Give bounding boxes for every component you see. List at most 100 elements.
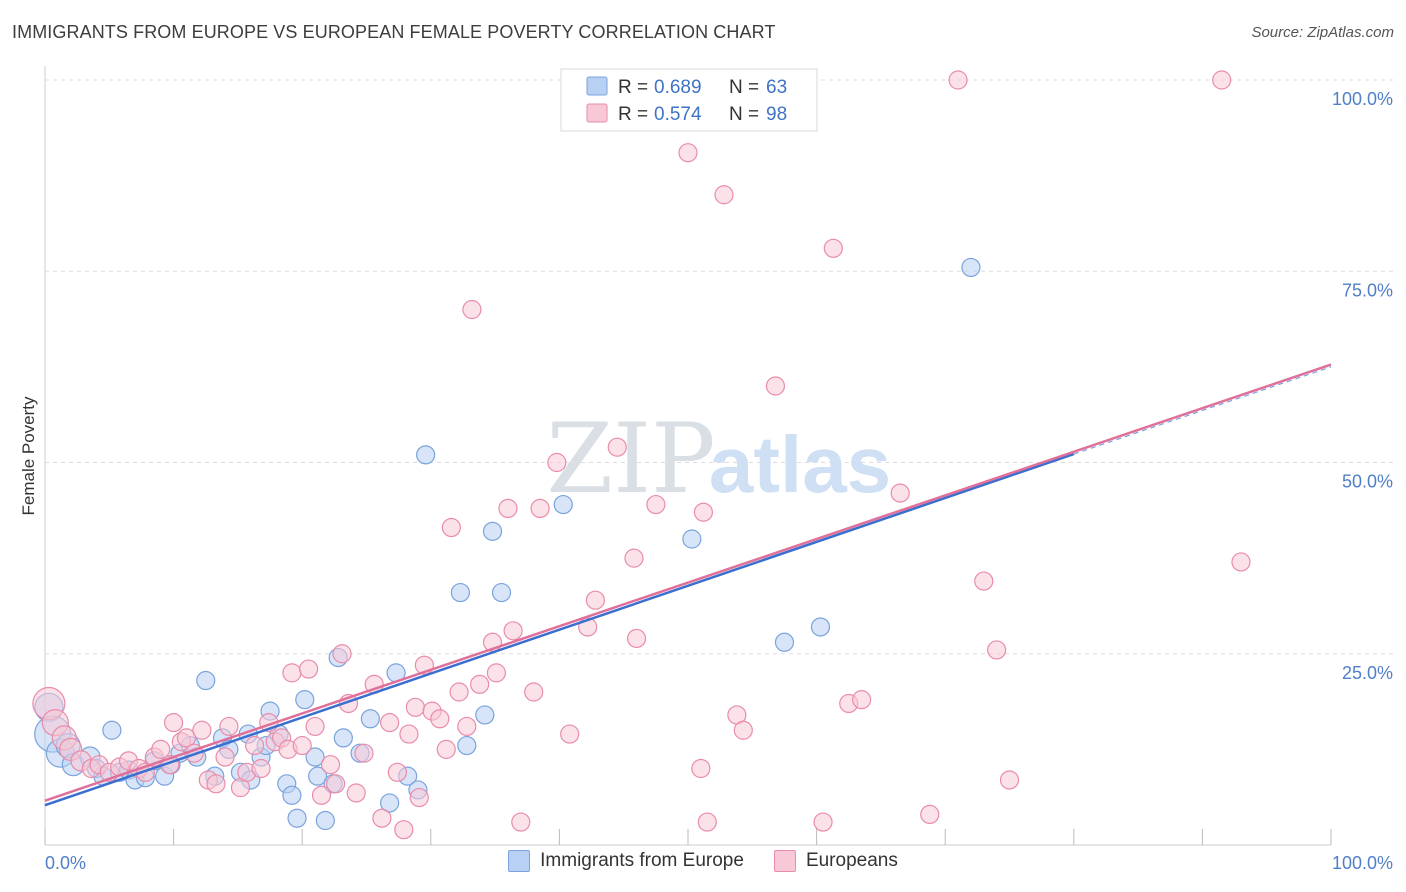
point-immigrants [102, 720, 122, 740]
point-europeans [607, 437, 627, 457]
point-europeans [394, 820, 414, 840]
point-europeans [206, 774, 226, 794]
point-europeans [691, 758, 711, 779]
trend-line-immigrants [44, 452, 1075, 807]
point-europeans [733, 720, 753, 740]
point-europeans [430, 709, 450, 729]
point-europeans [646, 494, 666, 515]
gridlines [45, 79, 1393, 655]
legend-r-label-2: R = [618, 104, 648, 125]
point-europeans [765, 376, 786, 396]
y-tick-label: 25.0% [1342, 663, 1393, 683]
legend-swatch-immigrants [586, 76, 608, 96]
y-tick-label: 50.0% [1342, 472, 1393, 492]
legend-n-label-2: N = [729, 104, 759, 125]
trend-line-europeans [44, 363, 1332, 802]
data-points [32, 70, 1251, 840]
point-europeans [282, 663, 302, 683]
legend-n-label-1: N = [729, 77, 759, 98]
trend-lines [44, 363, 1332, 807]
point-europeans [354, 743, 374, 763]
point-europeans [436, 739, 456, 759]
point-europeans [305, 716, 325, 737]
legend-r-value-1: 0.689 [654, 77, 702, 98]
point-europeans [176, 728, 197, 748]
point-immigrants [360, 709, 380, 729]
y-tick-label: 75.0% [1342, 280, 1393, 300]
legend-box: R = 0.689 N = 63 R = 0.574 N = 98 [560, 68, 818, 132]
y-tick-label: 100.0% [1332, 89, 1393, 109]
point-europeans [486, 663, 506, 683]
point-europeans [449, 682, 469, 702]
point-immigrants [333, 728, 353, 748]
point-immigrants [482, 521, 503, 541]
point-europeans [470, 674, 490, 694]
point-europeans [503, 621, 523, 641]
bottom-legend-swatch-immigrants [508, 850, 531, 872]
point-europeans [292, 735, 312, 756]
point-europeans [890, 483, 910, 503]
point-immigrants [416, 445, 436, 465]
y-axis-label: Female Poverty [19, 396, 38, 516]
point-europeans [164, 712, 184, 733]
point-europeans [852, 690, 872, 710]
point-immigrants [450, 582, 470, 603]
point-europeans [245, 735, 265, 756]
point-europeans [441, 517, 461, 538]
point-europeans [151, 739, 171, 759]
point-immigrants [457, 735, 477, 756]
point-europeans [409, 787, 429, 808]
watermark-zip: ZIP [546, 403, 715, 515]
point-immigrants [282, 785, 302, 805]
source-credit: Source: ZipAtlas.com [1251, 24, 1394, 41]
x-tick-label-min: 0.0% [45, 853, 86, 873]
point-europeans [219, 716, 239, 737]
point-europeans [498, 498, 518, 518]
point-immigrants [961, 257, 981, 278]
point-europeans [974, 571, 994, 591]
point-immigrants [491, 582, 512, 603]
point-immigrants [308, 766, 328, 786]
point-immigrants [305, 747, 325, 767]
point-europeans [547, 452, 567, 473]
point-europeans [332, 644, 352, 664]
point-europeans [1231, 552, 1251, 572]
point-europeans [215, 747, 235, 767]
point-immigrants [774, 632, 795, 652]
point-europeans [372, 808, 392, 828]
point-europeans [714, 185, 734, 205]
point-immigrants [380, 793, 400, 813]
point-immigrants [810, 617, 831, 637]
bottom-legend-swatch-europeans [773, 850, 796, 872]
point-immigrants [315, 810, 335, 831]
point-europeans [920, 804, 940, 825]
legend-r-value-2: 0.574 [654, 104, 702, 125]
point-europeans [813, 812, 833, 832]
point-europeans [585, 590, 606, 610]
legend-swatch-europeans [586, 103, 608, 123]
point-europeans [320, 755, 341, 775]
watermark: ZIP atlas [546, 403, 891, 515]
chart-title: IMMIGRANTS FROM EUROPE VS EUROPEAN FEMAL… [12, 22, 776, 42]
bottom-legend-item-immigrants: Immigrants from Europe [508, 850, 744, 872]
point-europeans [987, 640, 1007, 660]
point-immigrants [287, 808, 307, 828]
point-immigrants [295, 690, 315, 710]
point-europeans [311, 785, 332, 805]
point-europeans [457, 716, 477, 737]
point-europeans [678, 143, 698, 163]
legend-r-label-1: R = [618, 77, 648, 98]
point-europeans [624, 548, 644, 568]
point-immigrants [196, 670, 216, 691]
point-immigrants [553, 494, 573, 515]
point-europeans [999, 770, 1020, 790]
point-europeans [1212, 70, 1232, 90]
point-europeans [192, 720, 212, 740]
axes: 25.0% 50.0% 75.0% 100.0% 0.0% 100.0% [44, 66, 1393, 873]
point-europeans [399, 724, 419, 744]
legend-n-value-2: 98 [766, 104, 787, 125]
point-europeans [511, 812, 531, 832]
trend-line-immigrants-extension [1073, 366, 1332, 455]
point-europeans [560, 724, 580, 744]
